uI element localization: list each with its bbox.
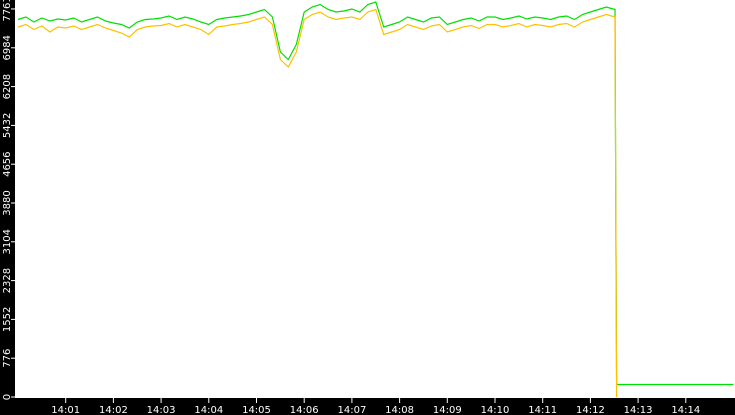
series-layer bbox=[17, 1, 734, 398]
y-tick-label: 5432 bbox=[2, 113, 13, 138]
x-tick-label: 14:06 bbox=[290, 405, 319, 415]
y-axis: 0 776 1552 2328 3104 3880 4656 5432 6208 6984 7761 bbox=[2, 0, 15, 400]
x-tick-label: 14:14 bbox=[671, 405, 700, 415]
x-tick-label: 14:04 bbox=[194, 405, 223, 415]
y-tick-label: 7761 bbox=[2, 0, 13, 22]
x-tick-label: 14:05 bbox=[242, 405, 271, 415]
y-tick-label: 6208 bbox=[2, 74, 13, 99]
y-tick-label: 776 bbox=[2, 349, 13, 368]
x-tick-label: 14:01 bbox=[51, 405, 80, 415]
x-tick-label: 14:09 bbox=[433, 405, 462, 415]
x-tick-label: 14:11 bbox=[528, 405, 557, 415]
x-tick-label: 14:13 bbox=[624, 405, 653, 415]
plot-area bbox=[15, 0, 735, 398]
y-tick-label: 6984 bbox=[2, 35, 13, 60]
x-tick-label: 14:08 bbox=[385, 405, 414, 415]
x-tick-label: 14:12 bbox=[576, 405, 605, 415]
x-tick-label: 14:07 bbox=[337, 405, 366, 415]
y-tick-label: 0 bbox=[2, 394, 13, 400]
y-tick-label: 4656 bbox=[2, 151, 13, 176]
y-tick-label: 3880 bbox=[2, 190, 13, 215]
y-tick-label: 2328 bbox=[2, 268, 13, 293]
x-tick-label: 14:03 bbox=[147, 405, 176, 415]
series-line-0 bbox=[17, 1, 734, 386]
y-axis-band bbox=[0, 0, 15, 415]
x-tick-label: 14:10 bbox=[481, 405, 510, 415]
x-tick-label: 14:02 bbox=[99, 405, 128, 415]
x-axis: 14:01 14:02 14:03 14:04 14:05 14:06 14:07 14:08… bbox=[51, 398, 700, 415]
y-tick-label: 1552 bbox=[2, 307, 13, 332]
y-tick-label: 3104 bbox=[2, 229, 13, 254]
x-axis-band bbox=[0, 398, 735, 415]
series-line-1 bbox=[17, 8, 618, 398]
